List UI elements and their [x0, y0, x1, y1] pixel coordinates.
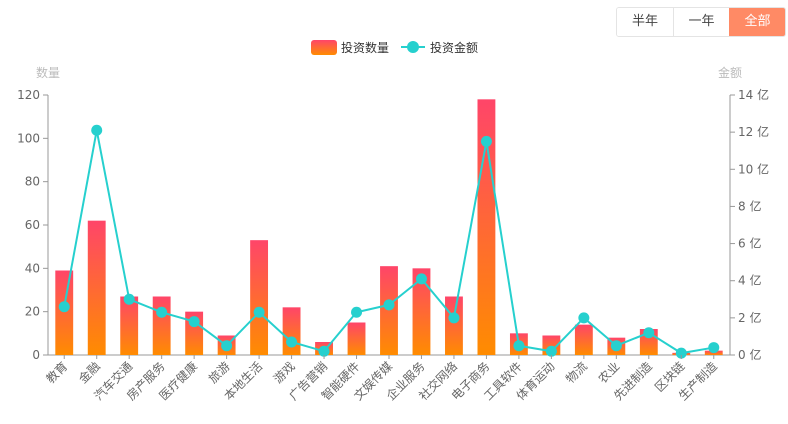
right-tick-label: 8 亿	[738, 198, 761, 213]
line-point[interactable]	[415, 273, 427, 285]
line-point[interactable]	[383, 299, 395, 311]
line-point[interactable]	[513, 340, 525, 352]
line-series	[58, 124, 720, 359]
right-tick-label: 4 亿	[738, 273, 761, 288]
line-point[interactable]	[253, 306, 265, 318]
right-axis-name: 金额	[718, 65, 742, 80]
x-tick-label: 游戏	[271, 359, 298, 386]
left-tick-label: 120	[17, 88, 40, 102]
legend-line-label: 投资金额	[430, 40, 478, 55]
right-axis-ticks: 0 亿 2 亿 4 亿 6 亿 8 亿 10 亿 12 亿 14 亿	[730, 87, 769, 362]
line-point[interactable]	[188, 316, 200, 328]
left-tick-label: 100	[17, 131, 40, 145]
bar-series	[55, 99, 723, 356]
right-tick-label: 6 亿	[738, 236, 761, 251]
left-axis-name: 数量	[36, 65, 60, 80]
legend-item-line[interactable]: 投资金额	[401, 40, 478, 55]
legend-bar-swatch	[311, 40, 337, 55]
line-point[interactable]	[58, 301, 70, 313]
right-tick-label: 14 亿	[738, 87, 769, 102]
legend-line-marker	[407, 41, 419, 53]
bar[interactable]	[250, 240, 269, 355]
legend: 投资数量 投资金额	[311, 40, 478, 55]
bar[interactable]	[347, 322, 366, 356]
x-tick-label: 农业	[596, 359, 623, 386]
bar[interactable]	[87, 220, 106, 355]
bar[interactable]	[380, 266, 398, 355]
line-point[interactable]	[156, 306, 168, 318]
line-point[interactable]	[480, 135, 492, 147]
left-tick-label: 80	[25, 175, 40, 189]
left-tick-label: 40	[25, 261, 40, 275]
line-point[interactable]	[286, 336, 298, 348]
right-tick-label: 0 亿	[738, 347, 761, 362]
bar[interactable]	[574, 324, 593, 355]
bar[interactable]	[152, 296, 171, 356]
bar[interactable]	[445, 296, 463, 356]
bar[interactable]	[282, 307, 301, 355]
left-tick-label: 60	[25, 218, 40, 232]
line-point[interactable]	[545, 345, 557, 357]
line-point[interactable]	[221, 340, 233, 352]
right-tick-label: 10 亿	[738, 161, 769, 176]
range-all-button[interactable]: 全部	[729, 8, 785, 36]
line-point[interactable]	[448, 312, 460, 324]
line-point[interactable]	[643, 327, 655, 339]
x-tick-label: 物流	[563, 359, 590, 386]
left-axis-ticks: 0 20 40 60 80 100 120	[17, 88, 48, 362]
line-point[interactable]	[708, 342, 720, 354]
left-tick-label: 20	[25, 305, 40, 319]
right-tick-label: 2 亿	[738, 310, 761, 325]
line-point[interactable]	[91, 124, 103, 136]
bar[interactable]	[120, 296, 139, 356]
x-tick-label: 金融	[75, 359, 103, 387]
range-half-year-button[interactable]: 半年	[617, 8, 673, 36]
right-tick-label: 12 亿	[738, 124, 769, 139]
line-point[interactable]	[318, 345, 330, 357]
time-range-selector: 半年 一年 全部	[616, 7, 786, 37]
left-tick-label: 0	[32, 348, 40, 362]
line-point[interactable]	[351, 306, 363, 318]
line-point[interactable]	[675, 347, 687, 359]
legend-bar-label: 投资数量	[341, 40, 389, 55]
bar[interactable]	[412, 268, 431, 355]
range-one-year-button[interactable]: 一年	[673, 8, 729, 36]
legend-item-bar[interactable]: 投资数量	[311, 40, 389, 55]
line-point[interactable]	[578, 312, 590, 324]
line-point[interactable]	[123, 293, 135, 305]
x-tick-label: 教育	[43, 359, 71, 387]
x-tick-label: 旅游	[206, 359, 233, 386]
line-point[interactable]	[610, 340, 622, 352]
bar[interactable]	[55, 270, 74, 356]
